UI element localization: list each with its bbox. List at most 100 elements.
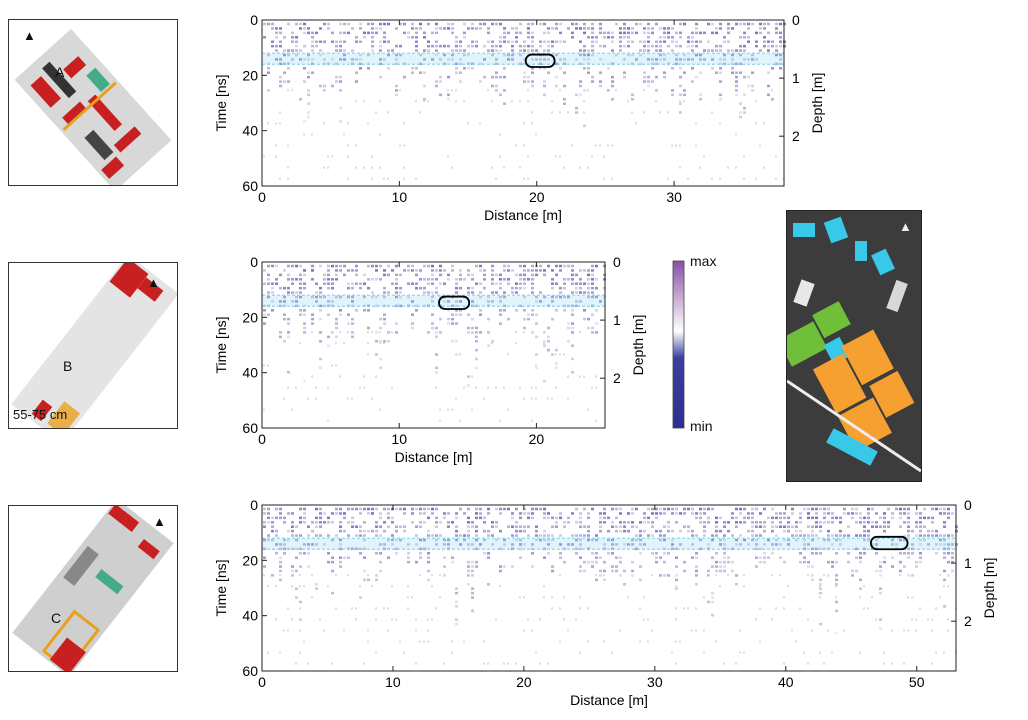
reflection-mark bbox=[547, 340, 550, 343]
reflection-mark bbox=[287, 335, 290, 339]
reflection-mark bbox=[411, 313, 414, 316]
reflection-mark bbox=[559, 512, 562, 515]
reflection-mark bbox=[331, 331, 333, 334]
reflection-mark bbox=[703, 629, 705, 632]
reflection-mark bbox=[791, 629, 793, 632]
reflection-mark bbox=[583, 124, 586, 128]
reflection-mark bbox=[471, 569, 474, 573]
reflection-mark bbox=[743, 651, 745, 654]
reflection-mark bbox=[771, 525, 774, 528]
reflection-mark bbox=[667, 27, 670, 30]
reflection-mark bbox=[275, 507, 278, 511]
reflection-mark bbox=[703, 651, 705, 654]
reflection-mark bbox=[859, 516, 862, 520]
reflection-mark bbox=[511, 40, 514, 43]
reflection-mark bbox=[379, 27, 382, 30]
reflection-mark bbox=[719, 565, 722, 568]
reflection-mark bbox=[851, 569, 854, 573]
reflection-mark bbox=[415, 273, 418, 277]
reflection-mark bbox=[471, 408, 473, 411]
reflection-mark bbox=[651, 525, 654, 528]
depth-tick-label: 1 bbox=[613, 312, 621, 328]
reflection-mark bbox=[343, 516, 346, 520]
y-tick-label: 0 bbox=[250, 12, 258, 28]
reflection-mark bbox=[743, 31, 746, 35]
reflection-mark bbox=[515, 144, 517, 147]
reflection-mark bbox=[607, 89, 609, 92]
reflection-mark bbox=[311, 31, 314, 35]
reflection-mark bbox=[643, 80, 646, 83]
reflection-mark bbox=[279, 58, 282, 61]
reflection-mark bbox=[651, 27, 654, 30]
reflection-mark bbox=[747, 36, 750, 39]
reflection-mark bbox=[355, 100, 357, 103]
reflection-mark bbox=[383, 607, 385, 610]
reflection-mark bbox=[267, 53, 270, 57]
reflection-mark bbox=[379, 516, 382, 520]
reflection-mark bbox=[915, 629, 917, 632]
reflection-mark bbox=[559, 111, 561, 114]
reflection-mark bbox=[483, 529, 486, 533]
reflection-mark bbox=[891, 512, 894, 515]
reflection-mark bbox=[695, 534, 698, 537]
reflection-mark bbox=[947, 507, 950, 511]
reflection-mark bbox=[303, 507, 306, 511]
reflection-mark bbox=[839, 516, 842, 520]
reflection-mark bbox=[291, 521, 294, 524]
reflection-mark bbox=[743, 58, 746, 61]
reflection-mark bbox=[675, 53, 678, 57]
reflection-mark bbox=[271, 309, 274, 312]
reflection-mark bbox=[811, 534, 814, 537]
reflection-mark bbox=[435, 534, 438, 537]
reflection-mark bbox=[415, 309, 418, 312]
reflection-mark bbox=[663, 552, 666, 555]
reflection-mark bbox=[371, 31, 374, 35]
reflection-mark bbox=[831, 565, 834, 568]
reflection-mark bbox=[543, 585, 545, 588]
reflection-mark bbox=[719, 122, 721, 125]
reflection-mark bbox=[755, 534, 758, 537]
reflection-mark bbox=[339, 507, 342, 511]
reflection-mark bbox=[595, 574, 597, 577]
reflection-mark bbox=[267, 651, 269, 654]
reflection-mark bbox=[891, 538, 894, 542]
reflection-mark bbox=[415, 662, 417, 665]
x-tick-label: 10 bbox=[391, 431, 407, 447]
reflection-mark bbox=[507, 408, 509, 411]
reflection-mark bbox=[427, 618, 429, 621]
reflection-mark bbox=[499, 286, 502, 290]
reflection-mark bbox=[439, 27, 442, 30]
reflection-mark bbox=[423, 507, 426, 511]
reflection-mark bbox=[851, 507, 854, 511]
reflection-mark bbox=[311, 58, 314, 61]
reflection-mark bbox=[535, 269, 538, 272]
reflection-mark bbox=[607, 529, 610, 533]
reflection-mark bbox=[267, 89, 270, 92]
reflection-mark bbox=[471, 27, 474, 30]
reflection-mark bbox=[495, 75, 498, 79]
reflection-mark bbox=[795, 640, 797, 643]
reflection-mark bbox=[611, 569, 614, 573]
reflection-mark bbox=[351, 49, 354, 52]
reflection-mark bbox=[879, 516, 882, 520]
reflection-mark bbox=[335, 342, 337, 345]
reflection-mark bbox=[723, 525, 726, 528]
reflection-mark bbox=[643, 111, 645, 114]
reflection-mark bbox=[919, 552, 922, 555]
reflection-mark bbox=[535, 538, 538, 542]
reflection-mark bbox=[767, 49, 770, 52]
reflection-mark bbox=[747, 40, 750, 43]
reflection-mark bbox=[443, 574, 446, 577]
reflection-mark bbox=[619, 512, 622, 515]
reflection-mark bbox=[767, 22, 770, 26]
reflection-mark bbox=[743, 36, 746, 39]
reflection-mark bbox=[603, 31, 606, 35]
reflection-mark bbox=[471, 375, 473, 378]
reflection-mark bbox=[743, 155, 745, 158]
reflection-mark bbox=[299, 574, 301, 577]
reflection-mark bbox=[671, 93, 674, 97]
reflection-mark bbox=[431, 278, 434, 281]
reflection-mark bbox=[659, 40, 662, 43]
reflection-mark bbox=[503, 36, 506, 39]
reflection-mark bbox=[907, 552, 910, 555]
